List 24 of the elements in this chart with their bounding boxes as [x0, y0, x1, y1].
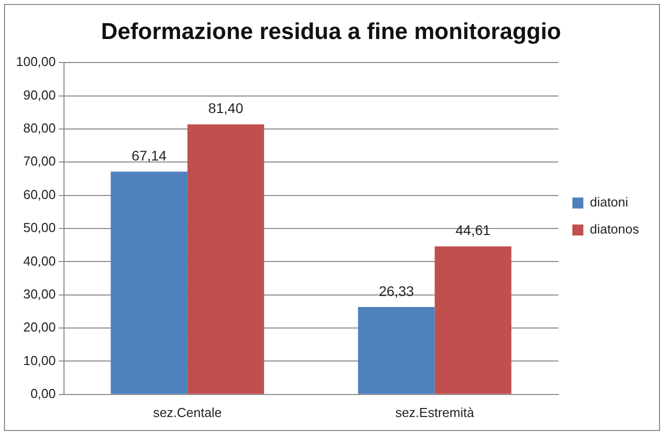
data-label: 26,33: [378, 282, 414, 299]
bar: [187, 124, 264, 394]
bar: [434, 246, 512, 394]
y-tick-label: 80,00: [23, 120, 56, 136]
y-tick-label: 40,00: [23, 253, 56, 268]
legend-label: diatoni: [590, 194, 628, 210]
y-tick-label: 90,00: [23, 87, 56, 102]
y-tick-label: 30,00: [23, 286, 56, 302]
y-tick-label: 100,00: [16, 54, 56, 70]
y-tick-label: 10,00: [23, 352, 56, 368]
data-label: 44,61: [456, 222, 491, 238]
legend-label: diatonos: [590, 222, 640, 237]
y-tick-label: 0,00: [30, 386, 56, 401]
y-tick-label: 60,00: [23, 186, 56, 202]
data-label: 67,14: [132, 147, 167, 164]
y-tick-label: 70,00: [23, 154, 56, 169]
y-tick-label: 20,00: [23, 320, 56, 335]
bar: [358, 307, 435, 394]
x-tick-label: sez.Estremità: [395, 404, 475, 420]
y-tick-label: 50,00: [23, 220, 56, 236]
data-label: 81,40: [208, 100, 244, 116]
bar: [110, 172, 188, 394]
x-tick-label: sez.Centale: [153, 404, 222, 420]
chart-title: Deformazione residua a fine monitoraggio: [100, 18, 562, 44]
